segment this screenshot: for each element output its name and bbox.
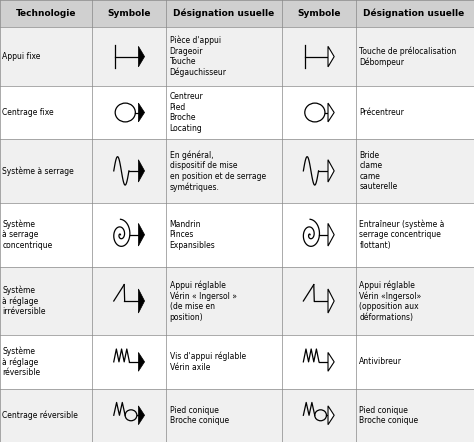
Polygon shape [138,103,145,122]
Bar [0,0,474,27]
Text: Pièce d'appui
Drageoir
Touche
Dégauchisseur: Pièce d'appui Drageoir Touche Dégauchiss… [170,36,227,77]
Text: Centreur
Pied
Broche
Locating: Centreur Pied Broche Locating [170,92,203,133]
Polygon shape [138,223,145,246]
Polygon shape [328,103,334,122]
Text: Entraîneur (système à
serrage concentrique
flottant): Entraîneur (système à serrage concentriq… [359,220,445,250]
Polygon shape [138,352,145,371]
Text: Système
à réglage
irréversible: Système à réglage irréversible [2,286,46,316]
Polygon shape [138,289,145,313]
Text: Appui fixe: Appui fixe [2,52,41,61]
Text: Bride
clame
came
sauterelle: Bride clame came sauterelle [359,151,398,191]
Text: Appui réglable
Vérin « Ingersol »
(de mise en
position): Appui réglable Vérin « Ingersol » (de mi… [170,280,237,322]
Text: Touche de prélocalisation
Débompeur: Touche de prélocalisation Débompeur [359,46,456,67]
Text: Technologie: Technologie [16,9,76,18]
Text: Mandrin
Pinces
Expansibles: Mandrin Pinces Expansibles [170,220,216,250]
Text: Précentreur: Précentreur [359,108,404,117]
Polygon shape [328,46,334,67]
Text: Symbole: Symbole [297,9,340,18]
Polygon shape [328,160,334,182]
Text: Pied conique
Broche conique: Pied conique Broche conique [359,406,419,425]
Polygon shape [138,406,145,425]
Bar [0,27,474,86]
Polygon shape [138,160,145,182]
Text: Appui réglable
Vérin «Ingersol»
(opposition aux
déformations): Appui réglable Vérin «Ingersol» (opposit… [359,280,421,322]
Bar [0,267,474,335]
Polygon shape [328,223,334,246]
Text: Symbole: Symbole [108,9,151,18]
Bar [0,202,474,267]
Polygon shape [328,289,334,313]
Text: Désignation usuelle: Désignation usuelle [173,9,274,19]
Text: Pied conique
Broche conique: Pied conique Broche conique [170,406,229,425]
Polygon shape [328,352,334,371]
Text: Centrage réversible: Centrage réversible [2,411,78,420]
Bar [0,86,474,139]
Text: Système
à serrage
concentrique: Système à serrage concentrique [2,220,53,250]
Bar [0,139,474,202]
Polygon shape [328,406,334,425]
Bar [0,335,474,389]
Text: Système à serrage: Système à serrage [2,166,74,175]
Bar [0,389,474,442]
Text: Désignation usuelle: Désignation usuelle [363,9,464,19]
Polygon shape [138,46,145,67]
Text: Système
à réglage
réversible: Système à réglage réversible [2,347,40,377]
Text: Antivibreur: Antivibreur [359,357,402,366]
Text: En général,
dispositif de mise
en position et de serrage
symétriques.: En général, dispositif de mise en positi… [170,150,266,191]
Text: Centrage fixe: Centrage fixe [2,108,54,117]
Text: Vis d'appui réglable
Vérin axile: Vis d'appui réglable Vérin axile [170,352,246,372]
